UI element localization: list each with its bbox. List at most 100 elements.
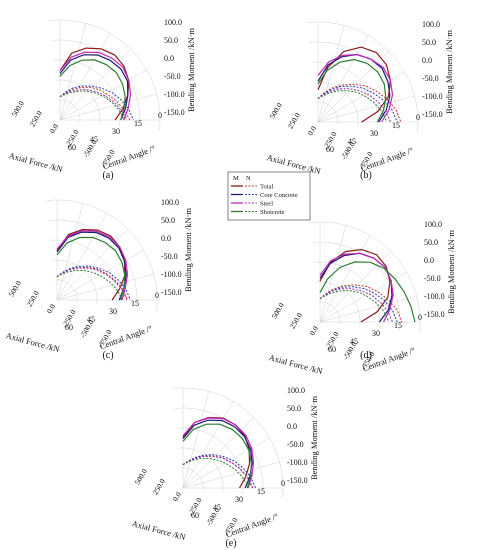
moment-tick-label: -100.0	[161, 270, 182, 279]
angle-tick-label: 15	[131, 299, 139, 308]
axial-tick-label: 250.0	[151, 477, 167, 496]
axial-force-axis-label: Axial Force /kN	[131, 518, 187, 542]
axial-tick-label: 0.0	[45, 302, 58, 315]
series-core-concrete-moment	[56, 231, 127, 301]
angle-tick-label: 0	[281, 479, 285, 488]
angle-tick-label: 0	[416, 113, 420, 122]
angle-tick-label: 0	[418, 313, 422, 322]
legend-entry: Steel	[260, 201, 273, 208]
grid-radial	[56, 273, 154, 301]
grid-radial	[182, 401, 234, 489]
angle-tick-label: 60	[65, 323, 73, 332]
series-total-moment	[56, 228, 126, 301]
axial-tick-label: 500.0	[7, 279, 23, 298]
bending-moment-axis-label: Bending Moment /kN·m	[446, 230, 456, 314]
bending-moment-axis-label: Bending Moment /kN·m	[444, 30, 454, 114]
axial-tick-label: 500.0	[268, 101, 284, 120]
series-shotcrete-axial	[317, 90, 388, 123]
axial-tick-label: 0.0	[171, 490, 184, 503]
moment-tick-label: 0.0	[424, 256, 434, 265]
angle-tick-label: 45	[348, 137, 356, 146]
moment-tick-label: -100.0	[164, 90, 185, 99]
series-shotcrete-axial	[56, 269, 123, 301]
series-shotcrete-moment	[317, 58, 387, 123]
moment-tick-label: -150.0	[161, 288, 182, 297]
angle-tick-label: 30	[235, 495, 243, 504]
angle-tick-label: 60	[191, 511, 199, 520]
angle-tick-label: 60	[328, 345, 336, 354]
grid-radial	[182, 461, 280, 489]
angle-tick-label: 60	[326, 145, 334, 154]
angle-tick-label: 30	[370, 129, 378, 138]
grid-radial	[319, 295, 417, 323]
panel-label: (d)	[360, 350, 372, 361]
series-total-axial	[317, 83, 402, 123]
moment-tick-label: 50.0	[422, 38, 436, 47]
grid-radial	[182, 437, 270, 489]
series-shotcrete-moment	[59, 59, 126, 121]
moment-tick-label: -50.0	[424, 274, 441, 283]
grid-radial	[319, 251, 391, 323]
series-shotcrete-axial	[319, 290, 390, 323]
series-shotcrete-axial	[182, 457, 249, 489]
moment-tick-label: 100.0	[424, 220, 442, 229]
series-steel-axial	[56, 267, 128, 301]
grid-radial	[56, 203, 84, 301]
grid-radial	[317, 95, 415, 123]
angle-tick-label: 45	[90, 135, 98, 144]
axial-force-axis-label: Axial Force /kN	[8, 150, 64, 174]
grid-radial	[319, 271, 407, 323]
axial-force-axis-label: Axial Force /kN	[5, 330, 61, 354]
series-steel-axial	[317, 88, 392, 123]
moment-tick-label: 50.0	[161, 216, 175, 225]
series-steel-moment	[182, 417, 255, 489]
axial-tick-label: 0.0	[308, 324, 321, 337]
grid-radial	[317, 35, 369, 123]
series-total-moment	[317, 46, 392, 123]
legend-entry: Total	[260, 184, 273, 191]
grid-radial	[59, 23, 87, 121]
axial-tick-label: 250.0	[25, 289, 41, 308]
grid-radial	[182, 417, 254, 489]
moment-tick-label: 100.0	[164, 18, 182, 27]
legend-entry: Shotcrete	[260, 209, 285, 216]
series-core-concrete-axial	[182, 454, 257, 489]
grid-radial	[59, 49, 131, 121]
moment-tick-label: 0.0	[164, 54, 174, 63]
angle-tick-label: 60	[68, 143, 76, 152]
angle-tick-label: 15	[134, 119, 142, 128]
series-total-axial	[319, 284, 403, 323]
series-shotcrete-moment	[56, 236, 126, 301]
axial-tick-label: 250.0	[28, 109, 44, 128]
grid-radial	[56, 229, 128, 301]
grid-radial	[59, 93, 157, 121]
moment-tick-label: -50.0	[422, 74, 439, 83]
series-core-concrete-moment	[317, 53, 391, 123]
series-steel-moment	[317, 53, 394, 123]
grid-radial	[182, 391, 210, 489]
bending-moment-axis-label: Bending Moment /kN·m	[183, 208, 193, 292]
series-steel-moment	[59, 51, 132, 121]
moment-tick-label: -100.0	[287, 458, 308, 467]
angle-tick-label: 15	[394, 321, 402, 330]
moment-tick-label: -150.0	[164, 108, 185, 117]
angle-tick-label: 45	[350, 337, 358, 346]
moment-tick-label: -150.0	[287, 476, 308, 485]
legend-header-n: N	[246, 175, 251, 182]
axial-tick-label: 0.0	[48, 122, 61, 135]
angle-tick-label: 15	[257, 487, 265, 496]
angle-tick-label: 30	[112, 127, 120, 136]
moment-tick-label: -150.0	[422, 110, 443, 119]
moment-tick-label: 0.0	[161, 234, 171, 243]
axial-tick-label: 250.0	[286, 111, 302, 130]
series-steel-moment	[56, 230, 129, 301]
angle-tick-label: 15	[392, 121, 400, 130]
series-total-axial	[56, 266, 129, 301]
moment-tick-label: 50.0	[424, 238, 438, 247]
